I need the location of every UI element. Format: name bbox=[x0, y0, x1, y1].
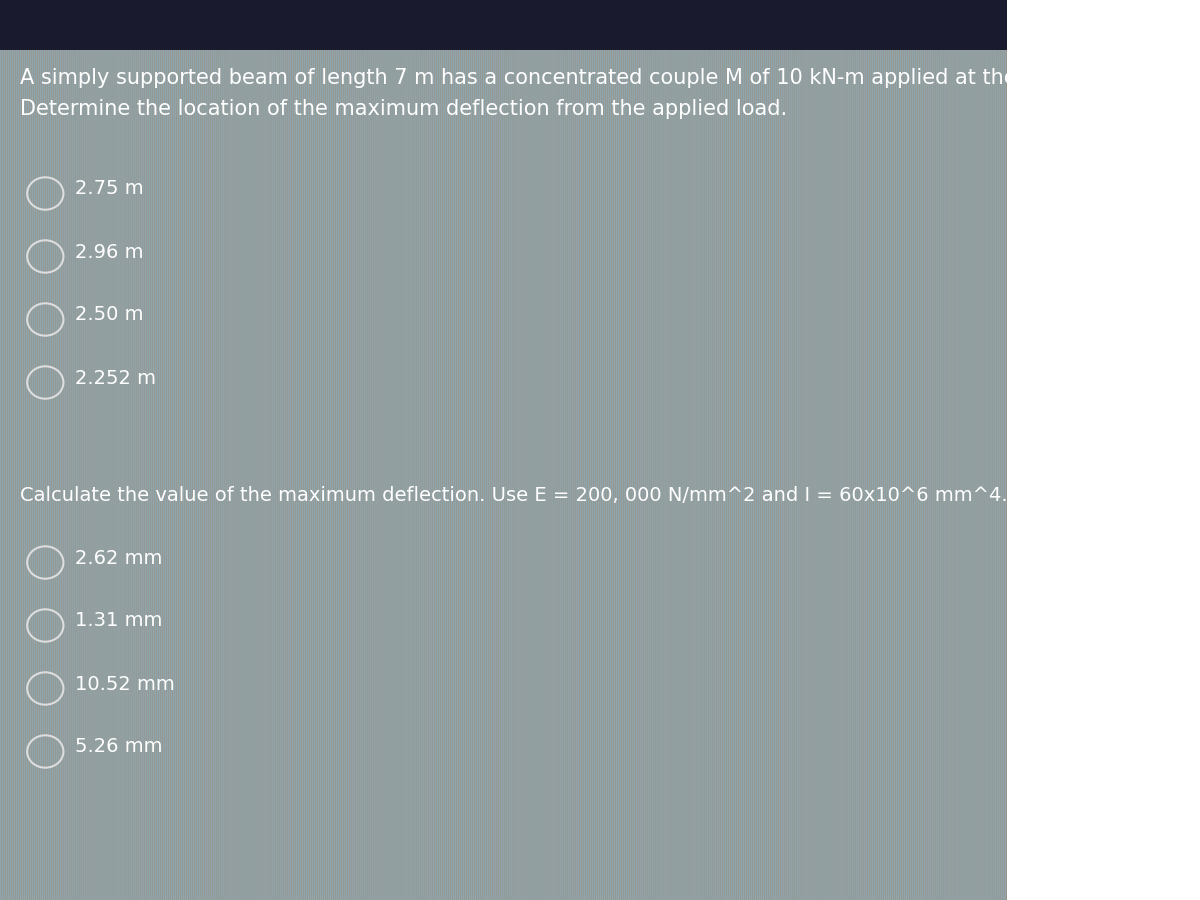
Text: 2.62 mm: 2.62 mm bbox=[76, 548, 163, 568]
Text: 2.252 m: 2.252 m bbox=[76, 368, 156, 388]
Text: A simply supported beam of length 7 m has a concentrated couple M of 10 kN-m app: A simply supported beam of length 7 m ha… bbox=[20, 68, 1124, 87]
Text: 2.50 m: 2.50 m bbox=[76, 305, 144, 325]
FancyBboxPatch shape bbox=[0, 0, 1007, 50]
Text: 2.75 m: 2.75 m bbox=[76, 179, 144, 199]
Text: 10.52 mm: 10.52 mm bbox=[76, 674, 175, 694]
Text: Calculate the value of the maximum deflection. Use E = 200, 000 N/mm^2 and I = 6: Calculate the value of the maximum defle… bbox=[20, 486, 1008, 505]
Text: 1.31 mm: 1.31 mm bbox=[76, 611, 163, 631]
Text: 2.96 m: 2.96 m bbox=[76, 242, 144, 262]
Text: 5.26 mm: 5.26 mm bbox=[76, 737, 163, 757]
Text: Determine the location of the maximum deflection from the applied load.: Determine the location of the maximum de… bbox=[20, 99, 787, 119]
